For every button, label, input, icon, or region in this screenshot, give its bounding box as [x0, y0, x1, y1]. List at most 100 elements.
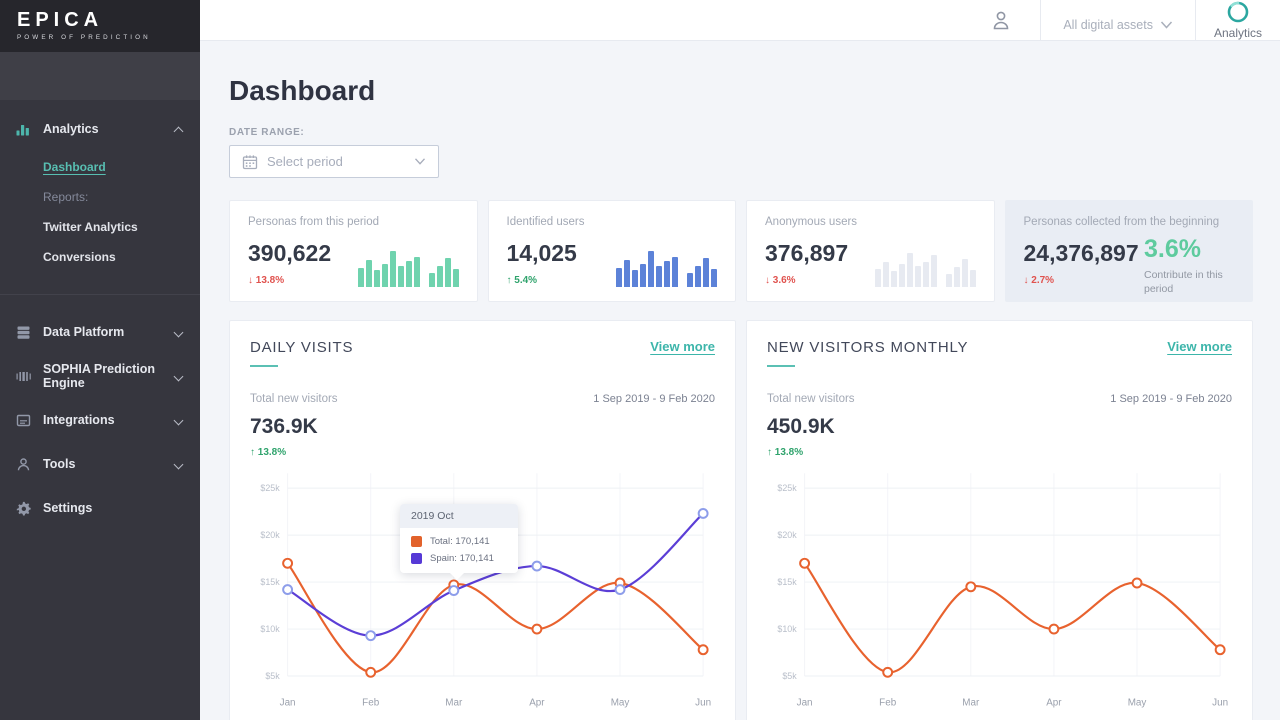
arrow-icon: ↑ — [506, 275, 512, 286]
daily-visits-chart[interactable]: $25k $20k $15k $10k $5k Jan Feb Mar Apr May Jun 20… — [250, 462, 715, 714]
tooltip-row-spain: Spain: 170,141 — [411, 553, 507, 564]
new-visitors-card: NEW VISITORS MONTHLY View more Total new… — [746, 320, 1253, 720]
date-range-select[interactable]: Select period — [229, 145, 439, 178]
stat-delta: ↓ 2.7% — [1023, 275, 1055, 286]
sidebar-item-twitter-analytics[interactable]: Twitter Analytics — [43, 220, 138, 234]
daily-visits-card: DAILY VISITS View more Total new visitor… — [229, 320, 736, 720]
page-title: Dashboard — [229, 75, 376, 106]
title-underline — [767, 365, 795, 367]
svg-text:Jun: Jun — [695, 698, 711, 709]
sidebar-item-label: SOPHIA Prediction Engine — [43, 362, 156, 390]
chart-title: DAILY VISITS — [250, 339, 354, 356]
sidebar-item-sophia[interactable]: SOPHIA Prediction Engine — [0, 361, 200, 391]
svg-text:May: May — [1128, 698, 1147, 709]
new-visitors-chart[interactable]: $25k $20k $15k $10k $5k Jan Feb Mar Apr May Jun — [767, 462, 1232, 714]
card-icon — [16, 412, 34, 428]
sidebar: EPICA POWER OF PREDICTION Analytics Dash… — [0, 0, 200, 720]
chart-stat-delta: ↑ 13.8% — [250, 447, 287, 458]
sidebar-divider — [0, 294, 200, 295]
chart-stat-label: Total new visitors — [767, 393, 855, 405]
tooltip-row-total: Total: 170,141 — [411, 536, 507, 547]
contribution-value: 3.6% — [1144, 235, 1201, 263]
arrow-icon: ↑ — [767, 447, 772, 458]
sparkline-bars — [616, 241, 719, 287]
sidebar-item-data-platform[interactable]: Data Platform — [0, 317, 200, 347]
stat-title: Personas collected from the beginning — [1023, 216, 1220, 228]
chart-date-range: 1 Sep 2019 - 9 Feb 2020 — [593, 393, 715, 405]
tooltip-title: 2019 Oct — [400, 504, 518, 528]
svg-text:Jan: Jan — [280, 698, 296, 709]
stat-card-personas-period: Personas from this period 390,622 ↓ 13.8… — [229, 200, 478, 302]
stat-delta: ↓ 3.6% — [765, 275, 796, 286]
main-area: All digital assets Analytics Dashboard D… — [200, 0, 1280, 720]
total-series-swatch — [411, 536, 422, 547]
logo-title: EPICA — [17, 9, 104, 31]
brand-label: Analytics — [1213, 26, 1262, 40]
brand-ring-icon — [1227, 1, 1249, 23]
epica-logo[interactable]: EPICA POWER OF PREDICTION — [0, 0, 200, 52]
sidebar-item-label: Analytics — [43, 122, 99, 136]
chart-stat-value: 450.9K — [767, 415, 835, 438]
chevron-down-icon — [174, 371, 184, 381]
svg-text:Mar: Mar — [445, 698, 463, 709]
svg-text:$5k: $5k — [782, 671, 797, 681]
stat-cards-row: Personas from this period 390,622 ↓ 13.8… — [229, 200, 1253, 302]
sidebar-item-settings[interactable]: Settings — [0, 493, 200, 523]
sidebar-item-tools[interactable]: Tools — [0, 449, 200, 479]
database-icon — [16, 324, 34, 340]
date-range-placeholder: Select period — [267, 154, 343, 169]
sidebar-item-dashboard[interactable]: Dashboard — [43, 160, 106, 174]
svg-text:Feb: Feb — [362, 698, 380, 709]
calendar-icon — [242, 154, 258, 169]
arrow-icon: ↓ — [248, 275, 253, 286]
user-menu[interactable] — [962, 0, 1040, 40]
date-range-label: DATE RANGE: — [229, 127, 305, 138]
sidebar-item-reports[interactable]: Reports: — [43, 190, 89, 204]
stat-title: Identified users — [506, 216, 585, 228]
logo-tagline: POWER OF PREDICTION — [17, 34, 151, 41]
svg-text:$15k: $15k — [777, 577, 797, 587]
stat-value: 376,897 — [765, 240, 849, 266]
title-underline — [250, 365, 278, 367]
contribution-block: 3.6% Contribute in this period — [1144, 235, 1232, 296]
svg-text:$25k: $25k — [260, 483, 280, 493]
stat-delta: ↑ 5.4% — [506, 275, 538, 286]
sidebar-item-analytics[interactable]: Analytics — [0, 114, 200, 144]
chart-tooltip: 2019 Oct Total: 170,141 Spain: 170,141 — [400, 504, 518, 580]
sparkline-bars — [357, 241, 461, 287]
svg-text:Jun: Jun — [1212, 698, 1228, 709]
sidebar-band — [0, 52, 200, 100]
sidebar-item-label: Integrations — [43, 413, 115, 427]
stat-card-personas-total: Personas collected from the beginning 24… — [1004, 200, 1253, 302]
charts-row: DAILY VISITS View more Total new visitor… — [229, 320, 1253, 720]
assets-dropdown[interactable]: All digital assets — [1041, 0, 1195, 40]
stat-card-identified-users: Identified users 14,025 ↑ 5.4% — [487, 200, 736, 302]
person-icon — [16, 456, 34, 472]
header-divider — [1194, 0, 1196, 40]
view-more-link[interactable]: View more — [650, 339, 715, 354]
stat-value: 390,622 — [248, 240, 332, 266]
svg-text:$10k: $10k — [777, 624, 797, 634]
spain-series-swatch — [411, 553, 422, 564]
arrow-icon: ↑ — [250, 447, 255, 458]
sparkline-bars — [874, 241, 978, 287]
stat-value: 14,025 — [506, 240, 577, 266]
chart-title: NEW VISITORS MONTHLY — [767, 339, 969, 356]
brand-badge[interactable]: Analytics — [1196, 0, 1280, 40]
chart-date-range: 1 Sep 2019 - 9 Feb 2020 — [1110, 393, 1232, 405]
arrow-icon: ↓ — [1023, 275, 1029, 286]
sidebar-item-label: Tools — [43, 457, 76, 471]
svg-text:$20k: $20k — [777, 530, 797, 540]
view-more-link[interactable]: View more — [1167, 339, 1232, 354]
sidebar-item-conversions[interactable]: Conversions — [43, 250, 116, 264]
sidebar-item-integrations[interactable]: Integrations — [0, 405, 200, 435]
svg-text:$10k: $10k — [260, 624, 280, 634]
sidebar-item-label: Data Platform — [43, 325, 125, 339]
top-header: All digital assets Analytics — [200, 0, 1280, 41]
barcode-icon — [16, 368, 34, 384]
stat-value: 24,376,897 — [1023, 240, 1139, 266]
svg-text:Mar: Mar — [962, 698, 980, 709]
svg-text:$25k: $25k — [777, 483, 797, 493]
svg-text:$15k: $15k — [260, 577, 280, 587]
